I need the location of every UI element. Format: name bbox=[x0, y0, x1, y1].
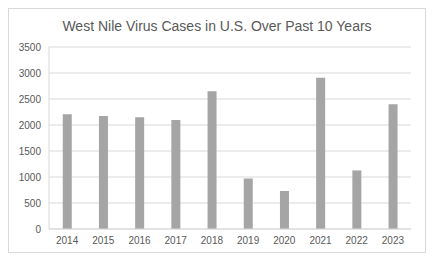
svg-text:2000: 2000 bbox=[19, 120, 42, 131]
svg-text:2019: 2019 bbox=[237, 235, 260, 246]
svg-text:3500: 3500 bbox=[19, 42, 42, 53]
svg-text:2016: 2016 bbox=[128, 235, 151, 246]
svg-text:2014: 2014 bbox=[56, 235, 79, 246]
svg-text:3000: 3000 bbox=[19, 68, 42, 79]
svg-text:2500: 2500 bbox=[19, 94, 42, 105]
svg-text:2015: 2015 bbox=[92, 235, 115, 246]
svg-text:2022: 2022 bbox=[346, 235, 369, 246]
svg-text:2020: 2020 bbox=[273, 235, 296, 246]
html-text:West Nile Virus Cases in U.S.: West Nile Virus Cases in U.S. Over Past … bbox=[62, 18, 372, 34]
svg-text:2018: 2018 bbox=[201, 235, 224, 246]
svg-text:2021: 2021 bbox=[309, 235, 332, 246]
svg-text:2017: 2017 bbox=[165, 235, 188, 246]
svg-text:500: 500 bbox=[24, 198, 41, 209]
svg-text:2023: 2023 bbox=[382, 235, 405, 246]
svg-text:1500: 1500 bbox=[19, 146, 42, 157]
svg-text:0: 0 bbox=[35, 224, 41, 235]
svg-text:1000: 1000 bbox=[19, 172, 42, 183]
